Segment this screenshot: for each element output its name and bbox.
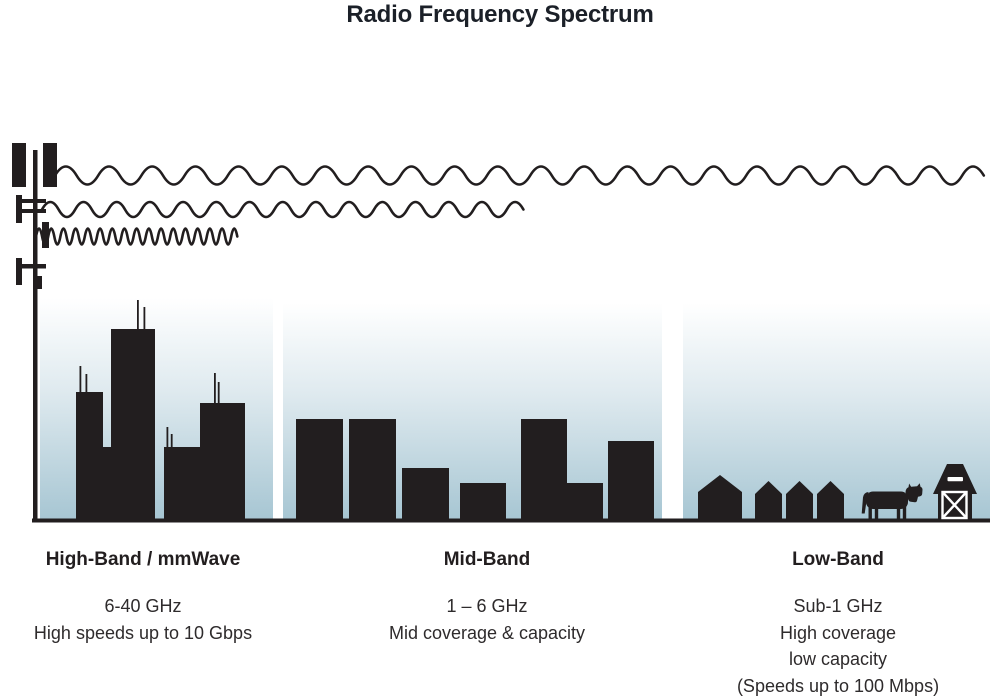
rooftop-antenna [217,382,220,404]
low-frequency-wave [53,165,986,186]
building [402,468,449,519]
scene-svg [12,143,990,523]
high-band-frequency: 6-40 GHz [104,596,182,616]
mid-band-description: Mid coverage & capacity [388,622,586,643]
highband-city [76,300,245,519]
barn-door [941,490,968,520]
skyscraper [76,392,103,519]
house-icon [698,475,742,519]
house-icon [817,481,844,519]
building [460,483,506,519]
low-band-description2: low capacity [788,649,888,669]
building [567,483,603,519]
house-icon [755,481,782,519]
midband-buildings [296,419,654,519]
mid-band-caption: Mid-Band 1 – 6 GHz Mid coverage & capaci… [359,548,615,646]
lowband-rural-scene [698,464,977,520]
mid-band-frequency: 1 – 6 GHz [446,596,528,616]
low-band-description3: (Speeds up to 100 Mbps) [736,675,940,696]
rooftop-antenna [79,366,82,393]
rooftop-antenna [85,374,88,393]
ground-line [32,518,990,523]
building [349,419,396,519]
low-band-label: Low-Band [792,549,884,570]
low-band-frequency: Sub-1 GHz [793,596,883,616]
rooftop-antenna [166,427,169,448]
high-frequency-wave [34,227,239,246]
mid-band-label: Mid-Band [443,549,531,570]
skyscraper [111,329,155,519]
cell-tower-icon [12,143,57,519]
cow-icon [861,483,923,519]
high-band-description: High speeds up to 10 Gbps [33,622,253,643]
low-band-description: High coverage [779,622,897,643]
high-band-label: High-Band / mmWave [45,549,241,570]
building [608,441,654,519]
rooftop-antenna [143,307,146,330]
skyscraper [103,447,111,519]
skyscraper [200,403,245,519]
rooftop-antenna [170,434,173,448]
building [296,419,343,519]
skyscraper [164,447,200,519]
building [521,419,567,519]
house-icon [786,481,813,519]
rooftop-antenna [137,300,139,330]
high-band-caption: High-Band / mmWave 6-40 GHz High speeds … [15,548,271,646]
rooftop-antenna [214,373,216,404]
mid-frequency-wave [40,200,525,219]
low-band-caption: Low-Band Sub-1 GHz High coverage low cap… [710,548,966,699]
barn-icon [933,464,977,520]
page-title: Radio Frequency Spectrum [346,1,654,28]
